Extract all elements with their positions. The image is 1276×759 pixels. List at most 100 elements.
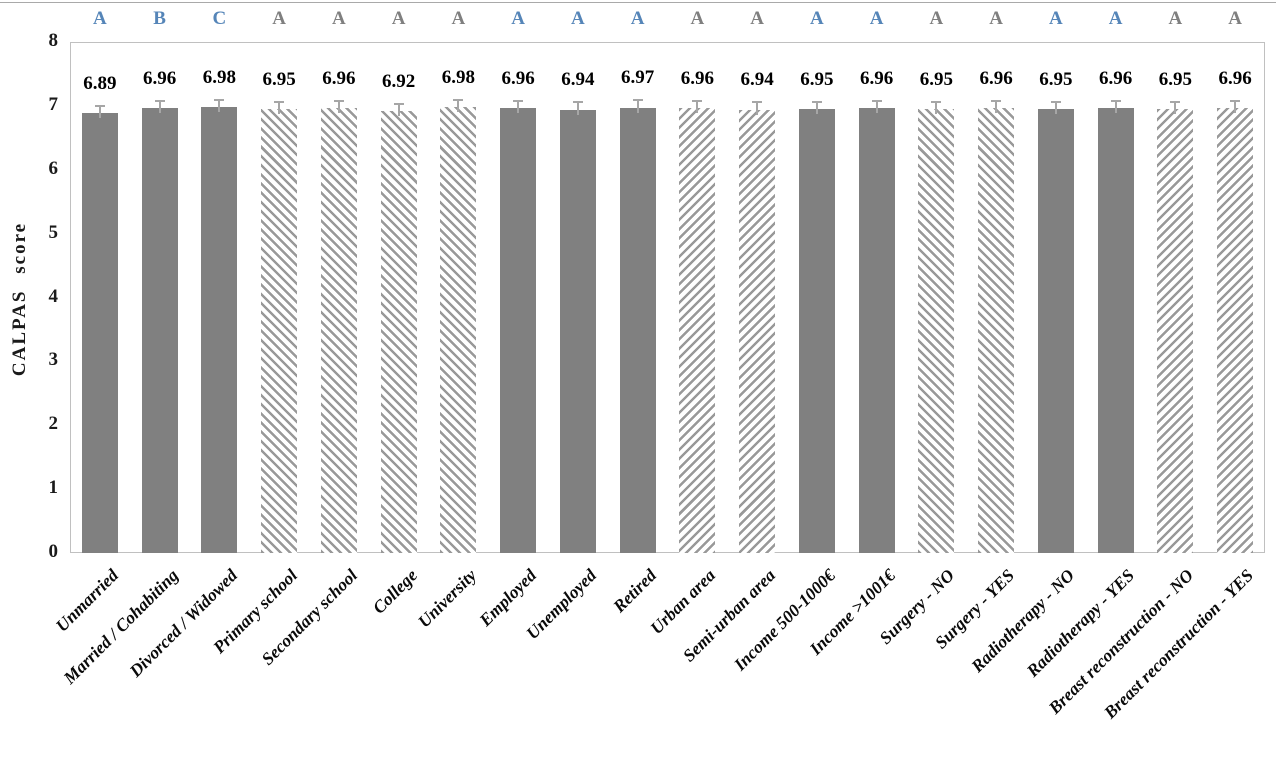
y-tick-label: 4: [48, 285, 59, 307]
value-label: 6.95: [1158, 68, 1192, 90]
significance-letter: A: [750, 8, 764, 29]
value-label: 6.98: [441, 66, 475, 88]
significance-letter: B: [153, 8, 166, 29]
error-bar-whisker: [1054, 100, 1057, 115]
value-label: 6.96: [501, 68, 535, 90]
error-bar-whisker: [696, 100, 699, 114]
y-tick-label: 5: [48, 221, 59, 243]
significance-letter: A: [451, 8, 466, 29]
x-category-label: Breast reconstruction - YES: [1099, 565, 1258, 723]
error-bar-whisker: [98, 104, 101, 118]
bar: [858, 108, 895, 553]
error-bar-cap: [692, 100, 703, 103]
value-label: 6.97: [621, 67, 655, 89]
significance-letter: A: [690, 8, 705, 29]
error-bar-cap: [1050, 100, 1061, 103]
bar: [978, 108, 1015, 553]
value-label: 6.96: [143, 68, 177, 90]
error-bar-whisker: [636, 99, 639, 113]
value-label: 6.96: [1218, 68, 1252, 90]
y-tick-label: 7: [48, 93, 59, 115]
value-label: 6.96: [322, 68, 356, 90]
significance-letter: A: [630, 8, 645, 29]
bar: [380, 110, 417, 553]
error-bar-cap: [333, 100, 344, 103]
significance-letter: A: [929, 8, 944, 29]
error-bar-whisker: [158, 100, 161, 114]
top-rule-divider: [0, 2, 1276, 3]
bar: [320, 108, 357, 553]
error-bar-whisker: [517, 100, 520, 114]
error-bar-cap: [94, 104, 105, 107]
bar: [619, 107, 656, 553]
error-bar-whisker: [756, 101, 759, 115]
error-bar-whisker: [278, 100, 281, 115]
error-bar-whisker: [995, 100, 998, 114]
error-bar-cap: [453, 98, 464, 101]
value-label: 6.95: [919, 68, 953, 90]
error-bar-cap: [214, 98, 225, 101]
bar: [559, 109, 596, 553]
error-bar-whisker: [875, 100, 878, 114]
value-label: 6.89: [83, 72, 117, 94]
bar: [261, 109, 298, 553]
error-bar-cap: [632, 99, 643, 102]
error-bar-whisker: [576, 101, 579, 115]
value-label: 6.98: [202, 66, 236, 88]
bar: [1217, 108, 1254, 553]
value-label: 6.94: [740, 69, 774, 91]
significance-letter: A: [391, 8, 406, 29]
significance-letter: A: [272, 8, 286, 29]
bar: [1097, 108, 1134, 553]
value-label: 6.94: [561, 69, 595, 91]
bar: [918, 109, 955, 553]
significance-letter: A: [989, 8, 1003, 29]
bar: [201, 107, 238, 553]
value-label: 6.96: [979, 68, 1013, 90]
error-bar-whisker: [815, 100, 818, 115]
bar: [1157, 109, 1194, 553]
significance-letter: A: [571, 8, 585, 29]
error-bar-whisker: [218, 98, 221, 113]
bar: [739, 109, 776, 553]
error-bar-whisker: [1114, 100, 1117, 114]
value-label: 6.96: [860, 68, 894, 90]
significance-letter: A: [810, 8, 824, 29]
value-label: 6.96: [1099, 68, 1133, 90]
y-tick-label: 6: [48, 157, 59, 179]
error-bar-cap: [274, 100, 285, 103]
significance-letter: C: [212, 8, 227, 29]
significance-letter: A: [1228, 8, 1242, 29]
error-bar-cap: [1230, 100, 1241, 103]
y-tick-label: 0: [48, 541, 59, 562]
error-bar-cap: [1170, 100, 1181, 103]
y-tick-label: 8: [48, 30, 59, 51]
error-bar-whisker: [457, 98, 460, 113]
plot-area: [70, 42, 1265, 553]
significance-letter: A: [869, 8, 884, 29]
error-bar-cap: [1110, 100, 1121, 103]
error-bar-whisker: [397, 102, 400, 116]
error-bar-whisker: [1234, 100, 1237, 114]
error-bar-cap: [991, 100, 1002, 103]
value-label: 6.95: [262, 68, 296, 90]
value-label: 6.92: [382, 70, 416, 92]
significance-letter: A: [1108, 8, 1123, 29]
value-label: 6.95: [800, 68, 834, 90]
bar: [1037, 109, 1074, 553]
significance-letter: A: [332, 8, 346, 29]
error-bar-whisker: [1174, 100, 1177, 115]
y-tick-label: 2: [48, 413, 59, 435]
error-bar-cap: [871, 100, 882, 103]
bar: [141, 108, 178, 553]
error-bar-cap: [154, 100, 165, 103]
significance-letter: A: [1049, 8, 1063, 29]
error-bar-cap: [752, 101, 763, 104]
significance-letter: A: [511, 8, 525, 29]
value-label: 6.96: [680, 68, 714, 90]
bar: [798, 109, 835, 553]
bar: [81, 112, 118, 553]
y-tick-label: 1: [48, 477, 59, 499]
bar: [440, 107, 477, 553]
